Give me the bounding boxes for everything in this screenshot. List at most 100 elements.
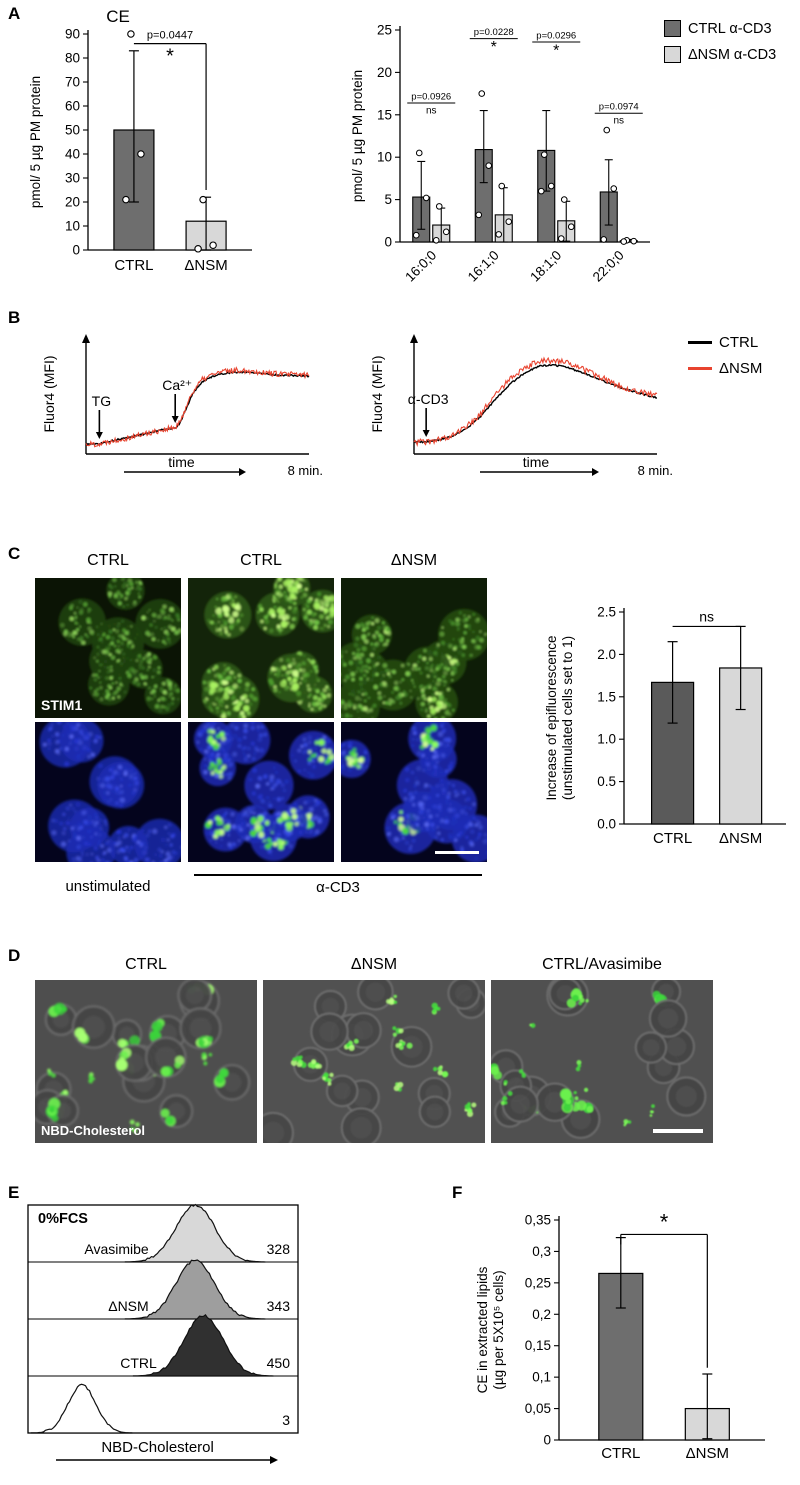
svg-text:CE in extracted lipids: CE in extracted lipids — [475, 1266, 490, 1393]
svg-text:*: * — [553, 42, 559, 59]
svg-text:Avasimibe: Avasimibe — [84, 1241, 149, 1257]
svg-text:328: 328 — [267, 1241, 291, 1257]
panel-a-label: A — [8, 4, 21, 23]
legend-b-label-ctrl: CTRL — [719, 334, 759, 351]
svg-text:ns: ns — [426, 106, 437, 117]
c-col-header-3: ΔNSM — [390, 552, 438, 569]
svg-text:*: * — [166, 46, 174, 68]
svg-text:CTRL: CTRL — [114, 257, 153, 274]
panel-b-tg-trace-chart: Fluor4 (MFI) time 8 min. TG Ca²⁺ — [41, 334, 323, 478]
svg-text:30: 30 — [65, 171, 80, 186]
svg-text:0%FCS: 0%FCS — [38, 1211, 88, 1227]
svg-text:0,3: 0,3 — [532, 1244, 551, 1259]
svg-text:40: 40 — [65, 147, 80, 162]
svg-text:8 min.: 8 min. — [638, 463, 673, 478]
svg-text:pmol/ 5 µg PM protein: pmol/ 5 µg PM protein — [350, 70, 365, 202]
svg-text:0,15: 0,15 — [525, 1338, 551, 1353]
svg-text:p=0.0926: p=0.0926 — [411, 92, 451, 103]
legend-a-swatch-nsm — [664, 46, 681, 63]
svg-text:*: * — [491, 39, 497, 56]
panel-d-label: D — [8, 946, 21, 965]
svg-text:20: 20 — [377, 65, 392, 80]
panel-a-ce-bar-chart: 0 10 20 30 40 50 60 70 80 90 pmol/ 5 µg PM protein… — [28, 7, 252, 274]
legend-a-label-nsm: ΔNSM α-CD3 — [688, 46, 777, 63]
panel-e-flow-histograms: Avasimibe 328 ΔNSM 343 CTRL 450 3 0%FCS NBD-Chol… — [27, 1203, 299, 1464]
svg-text:0: 0 — [384, 235, 392, 250]
panel-b-acd3-trace-chart: Fluor4 (MFI) time 8 min. α-CD3 — [369, 334, 673, 478]
svg-text:ns: ns — [613, 116, 624, 127]
svg-text:5: 5 — [384, 192, 392, 207]
svg-text:2.0: 2.0 — [597, 647, 616, 662]
legend-a-label-ctrl: CTRL α-CD3 — [688, 20, 772, 37]
acd3-group-line — [194, 874, 482, 876]
svg-text:CTRL: CTRL — [601, 1445, 640, 1462]
svg-text:22:0;0: 22:0;0 — [590, 248, 627, 285]
svg-text:time: time — [523, 454, 550, 470]
legend-a-swatch-ctrl — [664, 20, 681, 37]
svg-text:CTRL: CTRL — [120, 1355, 157, 1371]
svg-text:ns: ns — [699, 608, 714, 624]
svg-text:0,05: 0,05 — [525, 1401, 551, 1416]
panel-f-label: F — [452, 1183, 463, 1202]
panel-a-species-bar-chart: 0 5 10 15 20 25 pmol/ 5 µg PM protein 16:0;0 16:… — [350, 23, 650, 285]
svg-text:20: 20 — [65, 195, 80, 210]
legend-b-line-nsm — [688, 367, 712, 370]
svg-text:25: 25 — [377, 23, 392, 38]
legend-b: CTRL ΔNSM — [688, 334, 762, 386]
svg-text:0: 0 — [72, 243, 80, 258]
panel-c-epifluorescence-bar-chart: 0.0 0.5 1.0 1.5 2.0 2.5 Increase of epifluores… — [544, 605, 786, 847]
svg-text:0.0: 0.0 — [597, 817, 616, 832]
d-col-header-2: ΔNSM — [350, 956, 398, 973]
micro-stim1-ctrl-acd3 — [188, 578, 334, 718]
panel-e-label: E — [8, 1183, 20, 1202]
svg-text:10: 10 — [65, 219, 80, 234]
svg-text:p=0.0228: p=0.0228 — [474, 27, 514, 38]
svg-text:70: 70 — [65, 75, 80, 90]
svg-text:0,25: 0,25 — [525, 1275, 551, 1290]
svg-text:8 min.: 8 min. — [288, 463, 323, 478]
micro-stim1-nsm-acd3 — [341, 578, 487, 718]
panel-c-label: C — [8, 544, 21, 563]
svg-text:0.5: 0.5 — [597, 774, 616, 789]
svg-text:p=0.0296: p=0.0296 — [536, 30, 576, 41]
panel-b-label: B — [8, 308, 21, 327]
svg-text:(µg per 5X10⁵ cells): (µg per 5X10⁵ cells) — [491, 1270, 506, 1389]
unstimulated-label: unstimulated — [65, 878, 151, 895]
svg-text:1.0: 1.0 — [597, 732, 616, 747]
svg-text:Ca²⁺: Ca²⁺ — [162, 377, 192, 393]
svg-text:0: 0 — [543, 1433, 551, 1448]
stim1-label: STIM1 — [41, 697, 83, 713]
svg-text:pmol/ 5 µg PM protein: pmol/ 5 µg PM protein — [28, 76, 43, 208]
svg-text:Fluor4 (MFI): Fluor4 (MFI) — [369, 356, 385, 433]
svg-text:p=0.0974: p=0.0974 — [599, 102, 639, 113]
micro-merge-nsm-acd3 — [341, 722, 487, 862]
svg-text:Increase of epifluorescence: Increase of epifluorescence — [544, 635, 559, 800]
svg-text:CE: CE — [106, 7, 130, 26]
svg-text:343: 343 — [267, 1298, 291, 1314]
svg-text:0,35: 0,35 — [525, 1213, 551, 1228]
svg-text:time: time — [168, 454, 195, 470]
legend-a-item-nsm: ΔNSM α-CD3 — [664, 46, 776, 63]
svg-text:0,2: 0,2 — [532, 1307, 551, 1322]
svg-text:NBD-Cholesterol: NBD-Cholesterol — [101, 1439, 214, 1456]
svg-text:ΔNSM: ΔNSM — [108, 1298, 148, 1314]
svg-text:16:0;0: 16:0;0 — [402, 248, 439, 285]
d-col-header-3: CTRL/Avasimibe — [542, 956, 662, 973]
legend-a: CTRL α-CD3 ΔNSM α-CD3 — [664, 20, 776, 72]
svg-text:15: 15 — [377, 107, 392, 122]
d-col-header-1: CTRL — [125, 956, 167, 973]
svg-text:α-CD3: α-CD3 — [408, 391, 449, 407]
svg-text:0,1: 0,1 — [532, 1370, 551, 1385]
svg-text:ΔNSM: ΔNSM — [184, 257, 227, 274]
micro-nbd-nsm — [263, 980, 485, 1143]
panel-f-ce-lipids-bar-chart: 0 0,05 0,1 0,15 0,2 0,25 0,3 0,35 CE in extracte… — [475, 1209, 765, 1462]
svg-text:16:1;0: 16:1;0 — [465, 248, 502, 285]
svg-text:450: 450 — [267, 1355, 291, 1371]
svg-text:60: 60 — [65, 99, 80, 114]
micro-merge-ctrl-unstim — [35, 722, 181, 862]
svg-text:10: 10 — [377, 150, 392, 165]
legend-b-line-ctrl — [688, 341, 712, 344]
micro-nbd-ctrl-avasimibe — [491, 980, 713, 1143]
svg-text:1.5: 1.5 — [597, 689, 616, 704]
